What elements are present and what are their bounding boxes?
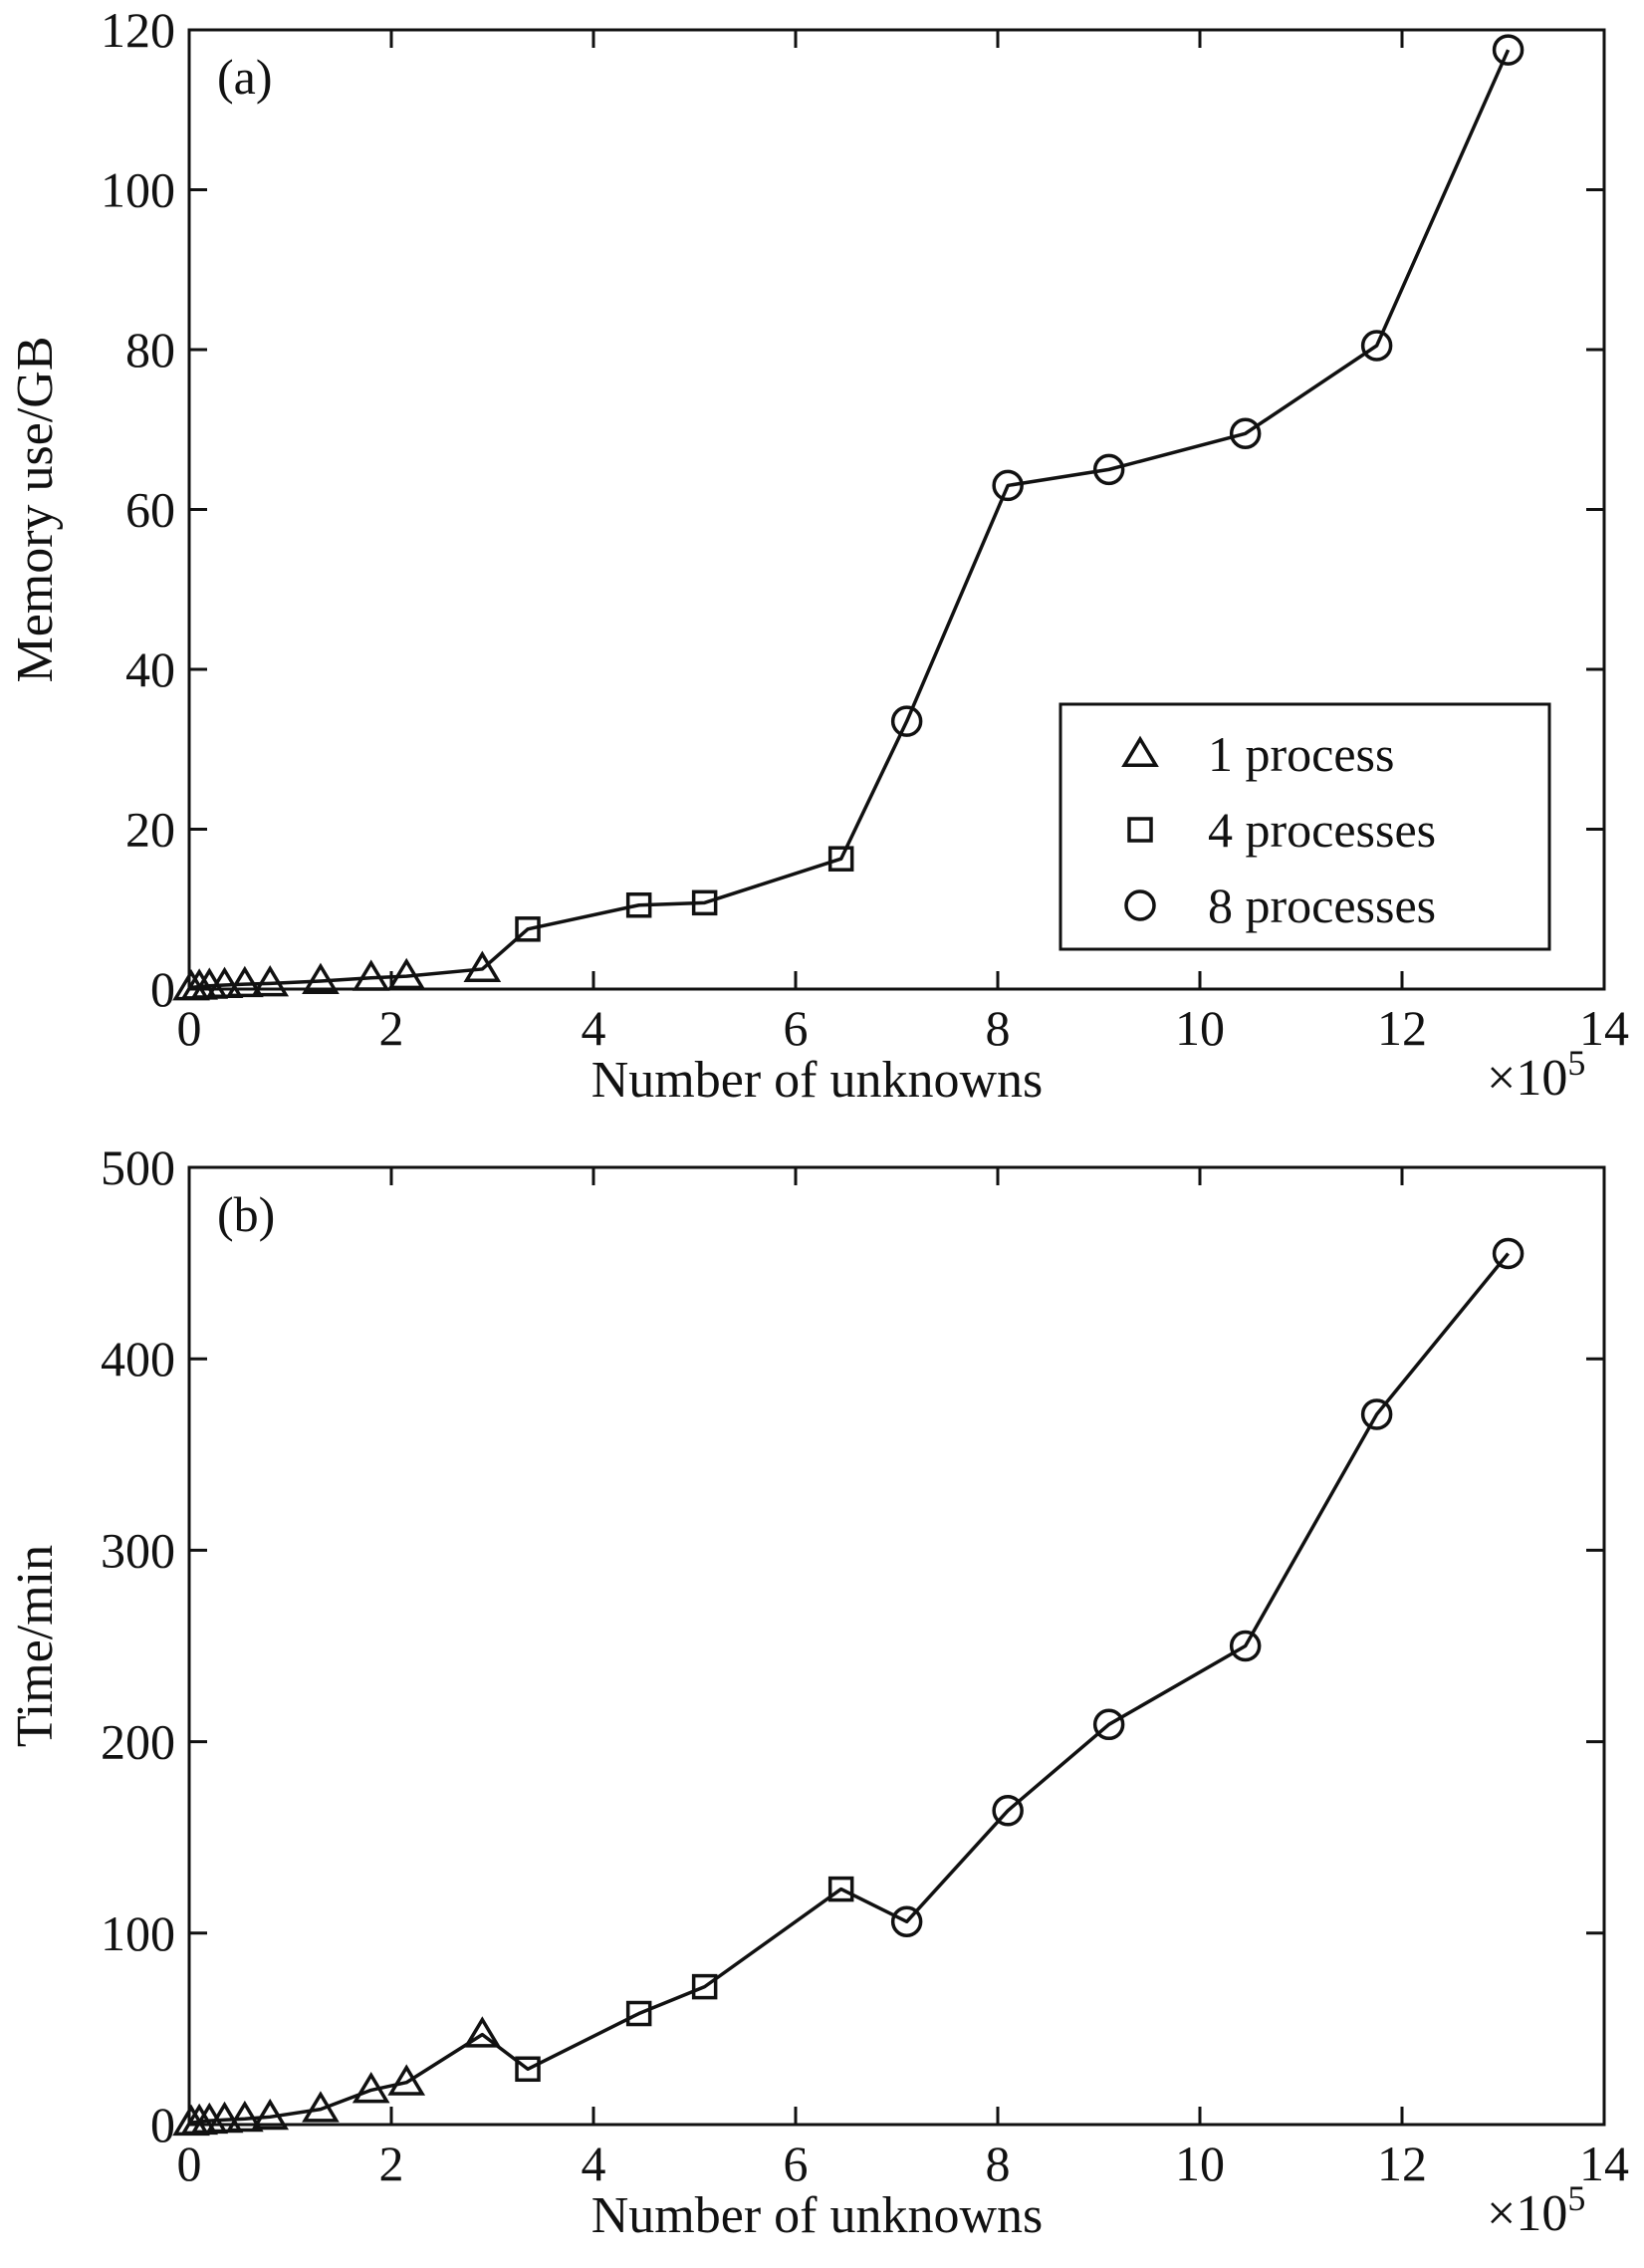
chart-a-point-square — [691, 889, 718, 916]
chart-b-xtick-label: 6 — [784, 2136, 809, 2191]
legend-label: 4 processes — [1208, 802, 1436, 858]
chart-b-point-square — [515, 2056, 541, 2083]
chart-a-data-line — [190, 49, 1511, 990]
chart-b-ylabel: Time/min — [7, 1545, 64, 1747]
chart-a-point-triangle — [302, 962, 340, 994]
chart-a-ytick-label: 120 — [101, 2, 175, 58]
chart-a-point-triangle — [352, 959, 390, 991]
chart-b-ytick-label: 300 — [101, 1522, 175, 1578]
chart-b-xtick-label: 8 — [986, 2136, 1011, 2191]
chart-a-xtick-label: 2 — [379, 1000, 404, 1056]
chart-a-ytick-label: 0 — [150, 961, 175, 1017]
chart-b-x-multiplier-exponent: 5 — [1567, 2178, 1585, 2218]
legend-label: 1 process — [1208, 726, 1394, 782]
chart-b-point-square — [827, 1876, 854, 1902]
chart-b-xtick-label: 12 — [1377, 2136, 1427, 2191]
chart-a-x-multiplier: ×105 — [1487, 1043, 1585, 1107]
chart-b-point-triangle — [302, 2091, 340, 2123]
chart-a-xtick-label: 12 — [1377, 1000, 1427, 1056]
chart-a-series-square — [515, 846, 854, 942]
legend-marker-square — [1127, 817, 1153, 843]
chart-b-point-circle — [890, 1905, 923, 1938]
chart-a-point-triangle — [463, 950, 502, 982]
chart-b-point-triangle — [205, 2101, 244, 2134]
chart-a-series-circle — [890, 34, 1525, 737]
chart-a-point-triangle — [387, 957, 426, 990]
chart-b-x-multiplier: ×105 — [1487, 2178, 1585, 2242]
chart-a-x-multiplier-exponent: 5 — [1567, 1043, 1585, 1083]
chart-b-point-square — [625, 2000, 652, 2027]
chart-a-ytick-label: 20 — [125, 802, 175, 858]
chart-a-series-triangle — [172, 950, 502, 1001]
chart-a-point-circle — [992, 469, 1024, 502]
chart-a-xtick-label: 4 — [582, 1000, 606, 1056]
chart-b-point-triangle — [225, 2100, 264, 2133]
chart-a-ytick-label: 60 — [125, 482, 175, 538]
chart-b-series-square — [515, 1876, 854, 2083]
chart-a-point-circle — [890, 705, 923, 737]
chart-b-point-triangle — [463, 2016, 502, 2048]
chart-b-point-circle — [1229, 1630, 1262, 1662]
chart-b-panel-label: (b) — [217, 1186, 275, 1242]
chart-b-point-circle — [1360, 1398, 1393, 1430]
chart-a-xtick-label: 0 — [177, 1000, 202, 1056]
chart-a-point-circle — [1360, 330, 1393, 362]
chart-b-xtick-label: 4 — [582, 2136, 606, 2191]
chart-b: 0 2 4 6 8 10 12 14 0 100 200 300 400 500 Number of unk… — [7, 1139, 1629, 2244]
legend-marker-circle — [1124, 889, 1156, 921]
chart-b-series-triangle — [172, 2016, 502, 2137]
chart-b-xtick-label: 0 — [177, 2136, 202, 2191]
chart-b-axes-frame — [187, 1165, 1606, 2127]
chart-b-point-triangle — [352, 2072, 390, 2104]
chart-a-ytick-label: 100 — [101, 162, 175, 218]
chart-b-data-line — [190, 1252, 1510, 2125]
chart-b-xtick-label: 14 — [1579, 2136, 1629, 2191]
chart-a: 0 2 4 6 8 10 12 14 0 20 40 60 80 100 120 Number of unkn… — [7, 2, 1629, 1109]
chart-a-point-square — [515, 916, 541, 942]
chart-b-x-multiplier-base: ×10 — [1487, 2185, 1567, 2242]
chart-a-point-circle — [1229, 417, 1262, 450]
chart-a-xtick-label: 6 — [784, 1000, 809, 1056]
legend-marker-triangle — [1121, 735, 1159, 767]
chart-b-ytick-label: 100 — [101, 1905, 175, 1961]
chart-a-legend: 1 process 4 processes 8 processes — [1058, 702, 1551, 951]
chart-b-point-square — [691, 1973, 718, 2000]
chart-a-ytick-label: 80 — [125, 322, 175, 378]
chart-a-ytick-label: 40 — [125, 641, 175, 697]
chart-b-ytick-label: 400 — [101, 1331, 175, 1386]
chart-a-point-circle — [1492, 34, 1525, 66]
chart-a-point-square — [827, 846, 854, 872]
chart-a-panel-label: (a) — [217, 49, 273, 105]
chart-b-point-circle — [992, 1795, 1024, 1827]
chart-b-xlabel: Number of unknowns — [591, 2187, 1044, 2244]
chart-a-xlabel: Number of unknowns — [591, 1052, 1044, 1109]
chart-a-xtick-label: 14 — [1579, 1000, 1629, 1056]
legend-label: 8 processes — [1208, 878, 1436, 933]
chart-a-xtick-label: 10 — [1175, 1000, 1225, 1056]
chart-a-xtick-label: 8 — [986, 1000, 1011, 1056]
chart-b-point-triangle — [387, 2064, 426, 2096]
chart-a-point-triangle — [225, 965, 264, 998]
chart-a-point-circle — [1092, 453, 1125, 486]
chart-b-xtick-label: 10 — [1175, 2136, 1225, 2191]
chart-b-series-circle — [890, 1237, 1525, 1938]
chart-b-ytick-label: 0 — [150, 2097, 175, 2152]
chart-a-point-square — [625, 891, 652, 918]
chart-b-ytick-label: 200 — [101, 1714, 175, 1770]
chart-a-point-triangle — [205, 966, 244, 998]
chart-b-ytick-label: 500 — [101, 1139, 175, 1195]
chart-b-point-circle — [1092, 1708, 1125, 1741]
chart-b-xtick-label: 2 — [379, 2136, 404, 2191]
chart-b-point-circle — [1492, 1237, 1525, 1270]
chart-a-x-multiplier-base: ×10 — [1487, 1050, 1567, 1107]
chart-a-point-triangle — [251, 964, 290, 997]
chart-a-ylabel: Memory use/GB — [7, 336, 64, 682]
chart-b-point-triangle — [251, 2098, 290, 2131]
